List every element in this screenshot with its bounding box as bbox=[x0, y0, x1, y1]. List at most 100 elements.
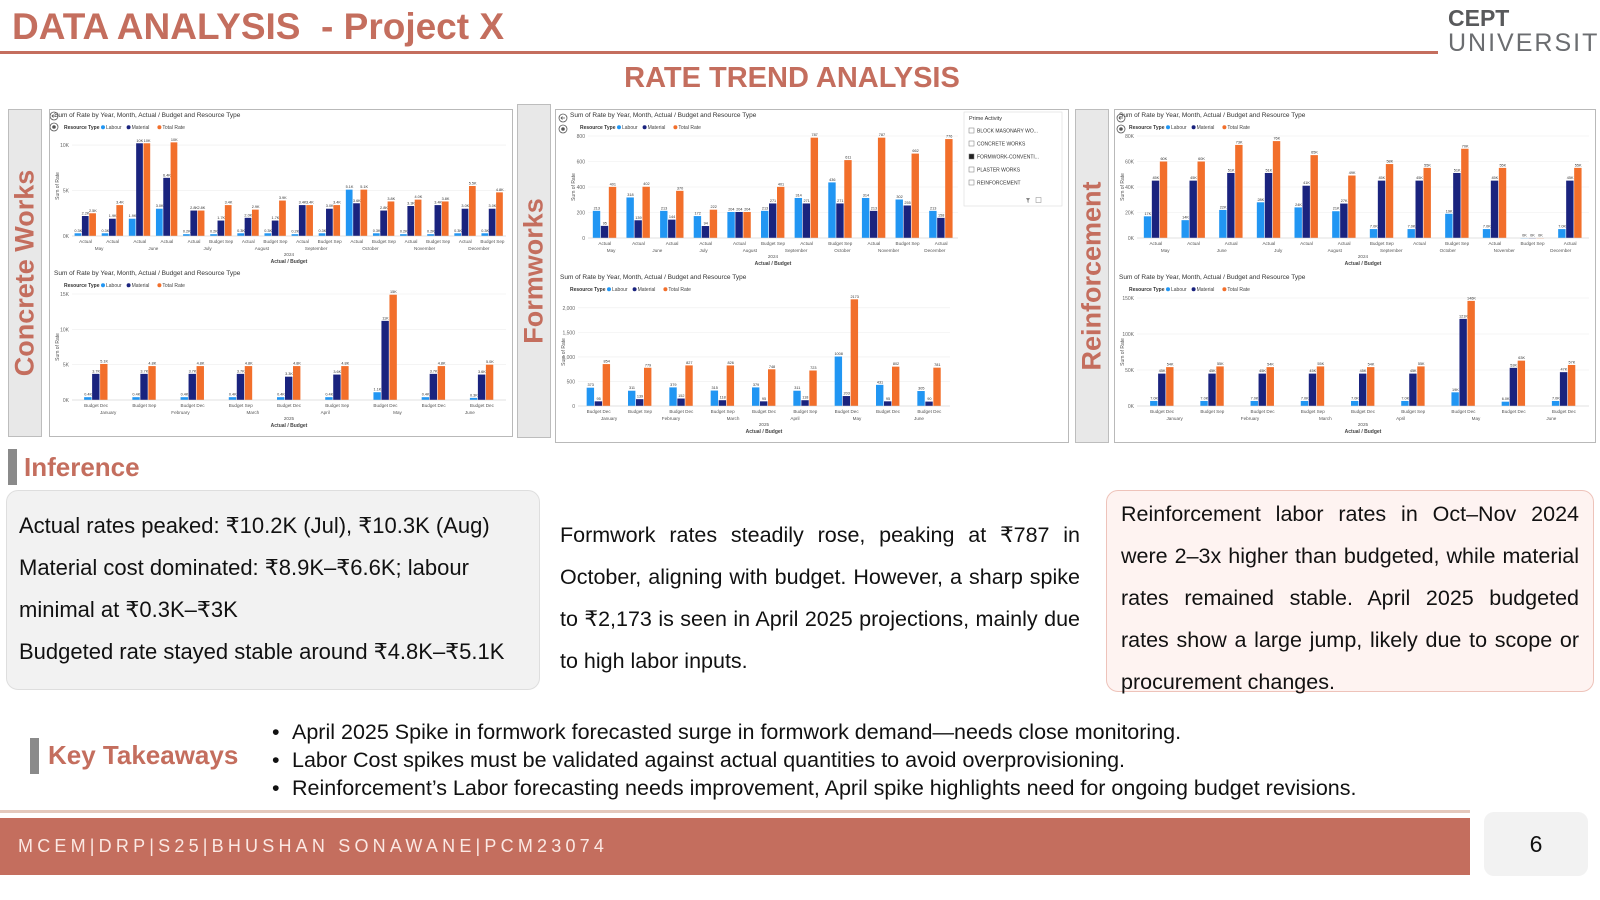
data-label: 95 bbox=[597, 397, 601, 401]
bar-material bbox=[634, 220, 642, 238]
bar-material bbox=[636, 399, 644, 406]
drill-icon-dot bbox=[561, 127, 565, 131]
bar-material bbox=[285, 376, 293, 400]
bar-labour bbox=[155, 208, 163, 236]
bar-material bbox=[136, 143, 143, 236]
data-label: 58K bbox=[1386, 160, 1393, 164]
bar-total-rate bbox=[1348, 175, 1356, 238]
filter-checkbox bbox=[968, 179, 975, 186]
bar-total-rate bbox=[1235, 144, 1243, 238]
back-icon bbox=[50, 111, 59, 121]
bar-total-rate bbox=[414, 199, 422, 236]
focus-mode-icon bbox=[1035, 197, 1042, 203]
data-label: 45K bbox=[1159, 369, 1166, 373]
data-label: 41K bbox=[1303, 181, 1310, 185]
data-label: 28K bbox=[1257, 198, 1264, 202]
legend-marker bbox=[1222, 287, 1227, 292]
bar-total-rate bbox=[389, 294, 397, 400]
data-label: 3.7K bbox=[140, 369, 148, 373]
month-label: August bbox=[1328, 248, 1343, 253]
month-label: March bbox=[1319, 416, 1332, 421]
bar-labour bbox=[345, 189, 353, 236]
bar-labour bbox=[861, 197, 870, 238]
data-label: 2.5K bbox=[89, 209, 97, 213]
legend-entry: Material bbox=[1197, 125, 1215, 131]
bar-labour bbox=[1407, 229, 1415, 238]
bar-total-rate bbox=[485, 364, 494, 400]
data-label: 0K bbox=[1530, 234, 1535, 238]
data-label: 0.2K bbox=[210, 230, 218, 234]
bar-labour bbox=[669, 387, 677, 406]
month-label: May bbox=[393, 410, 402, 415]
month-label: May bbox=[1161, 248, 1170, 253]
x-tick-label: Budget Sep bbox=[1200, 409, 1224, 414]
bar-material bbox=[836, 203, 844, 238]
bar-material bbox=[884, 401, 892, 406]
bar-material bbox=[461, 208, 469, 236]
bar-labour bbox=[1501, 401, 1510, 406]
data-label: 802 bbox=[893, 362, 899, 366]
month-label: May bbox=[853, 416, 862, 421]
chart-title: Sum of Rate by Year, Month, Actual / Bud… bbox=[560, 274, 747, 281]
month-label: April bbox=[790, 416, 799, 421]
y-axis-label: Sum of Rate bbox=[55, 333, 61, 361]
data-label: 10K bbox=[171, 138, 178, 142]
x-axis-label: Actual / Budget bbox=[271, 423, 308, 429]
legend-entry: Material bbox=[1197, 287, 1215, 293]
data-label: 45K bbox=[1491, 176, 1498, 180]
legend-marker bbox=[101, 283, 105, 288]
data-label: 146K bbox=[1467, 296, 1476, 300]
month-label: April bbox=[321, 410, 330, 415]
x-tick-label: Actual bbox=[1300, 241, 1313, 246]
bar-material bbox=[903, 205, 911, 238]
legend-marker bbox=[642, 125, 647, 130]
legend-entry: Material bbox=[132, 125, 150, 131]
legend-entry: Labour bbox=[1171, 125, 1187, 131]
x-tick-label: Budget Sep bbox=[480, 239, 504, 244]
legend-title: Resource Type bbox=[64, 283, 100, 289]
data-label: 21K bbox=[1333, 207, 1340, 211]
legend-entry: Material bbox=[132, 283, 150, 289]
data-label: 787 bbox=[811, 133, 817, 137]
month-label: May bbox=[607, 248, 616, 253]
data-label: 315 bbox=[711, 386, 717, 390]
legend-title: Resource Type bbox=[64, 125, 100, 131]
bar-labour bbox=[325, 397, 333, 400]
bar-labour bbox=[210, 234, 217, 236]
legend-marker bbox=[126, 125, 131, 130]
bar-labour bbox=[372, 233, 380, 236]
formworks-chart-panel: Sum of Rate by Year, Month, Actual / Bud… bbox=[555, 109, 1069, 443]
data-label: 45K bbox=[1209, 369, 1216, 373]
bar-material bbox=[760, 401, 768, 406]
logo-top-text: CEPT bbox=[1448, 5, 1510, 31]
bar-total-rate bbox=[743, 211, 751, 238]
bar-material bbox=[594, 401, 603, 406]
x-tick-label: Actual bbox=[1225, 241, 1238, 246]
data-label: 139 bbox=[635, 216, 641, 220]
bar-total-rate bbox=[1417, 366, 1425, 406]
bar-total-rate bbox=[850, 299, 859, 406]
legend-entry: Total Rate bbox=[162, 283, 185, 289]
x-tick-label: Actual bbox=[1338, 241, 1351, 246]
bar-total-rate bbox=[251, 209, 259, 236]
data-label: 3.4K bbox=[333, 201, 341, 205]
bar-labour bbox=[101, 233, 109, 236]
x-tick-label: Actual bbox=[405, 239, 418, 244]
legend-marker bbox=[1166, 125, 1170, 130]
data-label: 45K bbox=[1309, 369, 1316, 373]
data-label: 121K bbox=[1459, 314, 1468, 318]
bar-total-rate bbox=[100, 363, 108, 400]
data-label: 49K bbox=[1349, 171, 1356, 175]
legend-entry: Labour bbox=[106, 125, 122, 131]
slide-title: DATA ANALYSIS - Project X bbox=[12, 6, 505, 47]
bar-labour bbox=[427, 234, 434, 236]
bar-total-rate bbox=[1310, 155, 1318, 238]
bar-material bbox=[190, 210, 198, 236]
bar-material bbox=[1453, 172, 1461, 238]
concrete-inference-line: Material cost dominated: ₹8.9K–₹6.6K; la… bbox=[19, 555, 469, 580]
month-label: October bbox=[834, 248, 851, 253]
month-label: June bbox=[1546, 416, 1556, 421]
bar-total-rate bbox=[116, 205, 124, 236]
data-label: 7.0K bbox=[1552, 396, 1560, 400]
bar-material bbox=[1158, 373, 1166, 406]
